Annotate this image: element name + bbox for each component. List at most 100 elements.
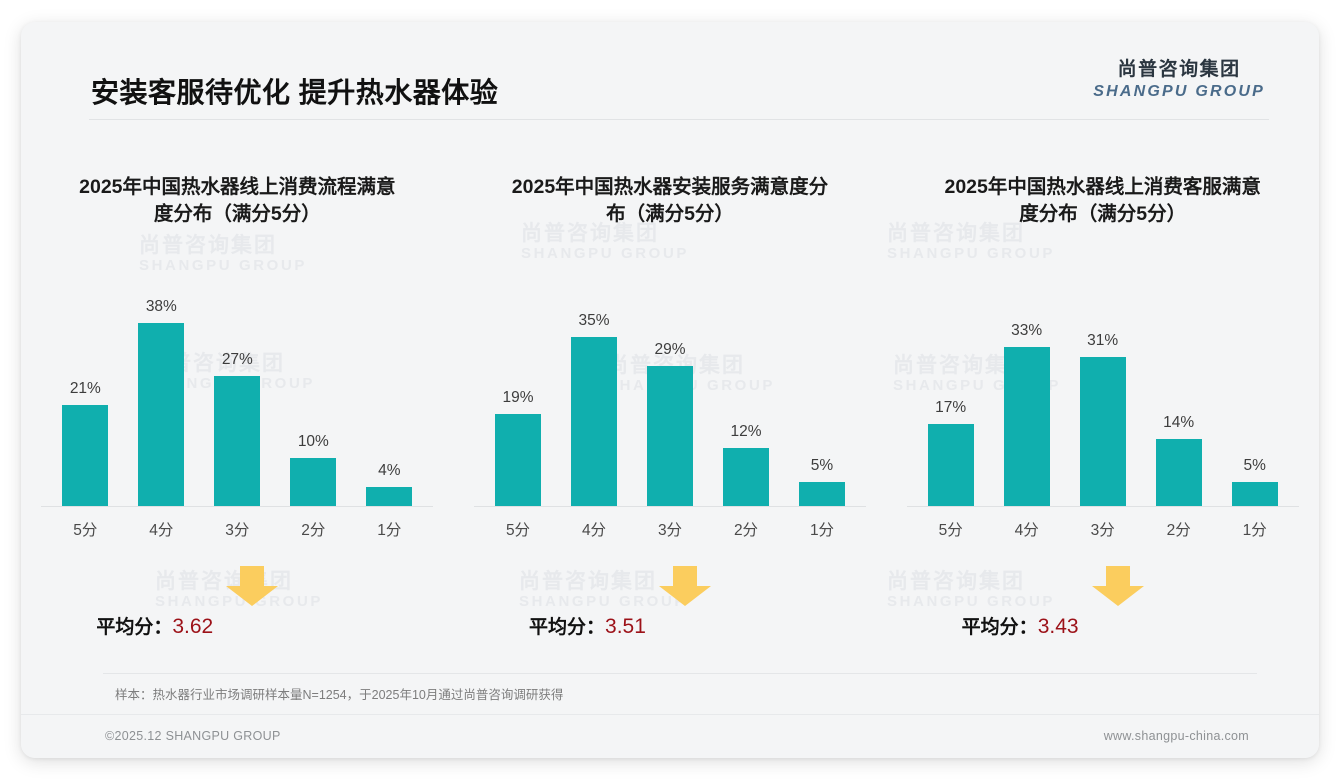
bar[interactable] [571, 337, 617, 506]
header: 安装客服待优化 提升热水器体验 尚普咨询集团 SHANGPU GROUP [21, 22, 1319, 120]
bar[interactable] [366, 486, 413, 506]
bar-group: 19% [480, 294, 556, 506]
chart-panel-1: 2025年中国热水器线上消费流程满意度分布（满分5分） 21% 38% 27% [21, 126, 454, 666]
brand-logo-en: SHANGPU GROUP [1093, 83, 1265, 100]
bar[interactable] [1079, 356, 1126, 506]
bar-value-label: 10% [297, 432, 329, 450]
bar-group: 12% [708, 294, 784, 506]
bar-value-label: 29% [654, 341, 686, 359]
bar-group: 35% [556, 294, 632, 506]
brand-logo: 尚普咨询集团 SHANGPU GROUP [1093, 60, 1265, 100]
bar-chart-plot: 17% 33% 31% 14% [906, 294, 1299, 507]
x-axis-tick: 3分 [225, 522, 250, 539]
bar[interactable] [799, 481, 845, 506]
x-axis-labels: 5分 4分 3分 2分 1分 [913, 518, 1293, 540]
down-arrow-icon [659, 566, 711, 606]
x-axis-tick: 4分 [149, 522, 174, 539]
bar-group: 5% [1217, 294, 1293, 506]
x-axis-line [474, 506, 866, 507]
x-axis-tick: 1分 [1242, 522, 1267, 539]
chart-title: 2025年中国热水器线上消费流程满意度分布（满分5分） [79, 176, 396, 225]
chart-panel-3: 2025年中国热水器线上消费客服满意度分布（满分5分） 17% 33% 31% [886, 126, 1319, 666]
brand-logo-cn: 尚普咨询集团 [1117, 59, 1241, 80]
bar-value-label: 17% [935, 399, 967, 417]
down-arrow-icon [226, 566, 279, 606]
x-axis-line [906, 506, 1299, 507]
bar[interactable] [1003, 347, 1050, 506]
page-title: 安装客服待优化 提升热水器体验 [91, 77, 499, 108]
bar-group: 29% [632, 294, 708, 506]
charts-container: 2025年中国热水器线上消费流程满意度分布（满分5分） 21% 38% 27% [21, 126, 1319, 666]
bar-value-label: 31% [1087, 331, 1119, 349]
bar[interactable] [62, 404, 109, 506]
average-value: 3.43 [1037, 615, 1079, 638]
x-axis-tick: 1分 [809, 522, 835, 539]
bar-group: 38% [123, 294, 199, 506]
footer: ©2025.12 SHANGPU GROUP www.shangpu-china… [21, 715, 1319, 758]
bar-group: 21% [47, 294, 123, 506]
bar[interactable] [647, 366, 693, 506]
chart-title: 2025年中国热水器线上消费客服满意度分布（满分5分） [944, 176, 1261, 225]
average-label: 平均分： [961, 617, 1038, 638]
bar-value-label: 38% [145, 297, 177, 315]
bar[interactable] [723, 448, 769, 506]
bar[interactable] [290, 457, 337, 506]
bar-value-label: 35% [578, 312, 610, 330]
footer-website[interactable]: www.shangpu-china.com [1103, 729, 1249, 743]
bar-group: 27% [199, 294, 275, 506]
bar[interactable] [138, 322, 185, 506]
bar-value-label: 5% [810, 456, 834, 474]
footnote-divider [103, 673, 1257, 674]
bar-group: 10% [275, 294, 351, 506]
header-divider [89, 119, 1269, 120]
bar-value-label: 33% [1011, 322, 1043, 339]
bar-group: 4% [351, 294, 427, 506]
bar-value-label: 27% [221, 350, 253, 368]
bar-group: 5% [784, 294, 860, 506]
bar-value-label: 5% [1243, 456, 1266, 474]
x-axis-line [41, 506, 434, 507]
bar-chart-plot: 21% 38% 27% 10% [41, 294, 434, 507]
chart-panel-2: 2025年中国热水器安装服务满意度分布（满分5分） 19% 35% 29% [454, 126, 887, 666]
x-axis-tick: 5分 [505, 522, 531, 539]
x-axis-tick: 2分 [1166, 522, 1191, 539]
bar[interactable] [1155, 438, 1202, 506]
average-score-text: 平均分：3.51 [529, 612, 646, 639]
x-axis-tick: 1分 [377, 522, 402, 539]
x-axis-tick: 5分 [73, 522, 98, 539]
x-axis-tick: 2分 [733, 522, 759, 539]
x-axis-labels: 5分 4分 3分 2分 1分 [47, 518, 427, 540]
x-axis-tick: 2分 [301, 522, 326, 539]
bar-value-label: 12% [730, 423, 762, 441]
bar-group: 31% [1065, 294, 1141, 506]
bar-group: 14% [1141, 294, 1217, 506]
average-score-text: 平均分：3.43 [962, 612, 1079, 639]
average-value: 3.62 [172, 615, 214, 638]
chart-title: 2025年中国热水器安装服务满意度分布（满分5分） [511, 176, 829, 225]
x-axis-labels: 5分 4分 3分 2分 1分 [480, 518, 860, 540]
bar-value-label: 19% [502, 389, 534, 407]
bar[interactable] [927, 424, 974, 506]
footer-divider [21, 714, 1319, 715]
footnote: 样本：热水器行业市场调研样本量N=1254，于2025年10月通过尚普咨询调研获… [115, 688, 564, 702]
bar-group: 17% [913, 294, 989, 506]
x-axis-tick: 4分 [1014, 522, 1039, 539]
average-score-text: 平均分：3.62 [96, 612, 213, 639]
bar-value-label: 14% [1163, 413, 1195, 431]
bar-value-label: 4% [378, 461, 401, 479]
bar-group: 33% [989, 294, 1065, 506]
footer-copyright: ©2025.12 SHANGPU GROUP [105, 729, 281, 743]
bar-value-label: 21% [69, 379, 101, 397]
x-axis-tick: 3分 [1090, 522, 1115, 539]
down-arrow-icon [1091, 566, 1144, 606]
x-axis-tick: 3分 [657, 522, 683, 539]
average-value: 3.51 [605, 615, 646, 638]
bar[interactable] [1231, 481, 1278, 506]
x-axis-tick: 4分 [581, 522, 607, 539]
average-label: 平均分： [529, 617, 606, 638]
bar[interactable] [495, 414, 541, 506]
bar-chart-plot: 19% 35% 29% 12% [474, 294, 866, 507]
x-axis-tick: 5分 [938, 522, 963, 539]
slide-card: 尚普咨询集团 SHANGPU GROUP 尚普咨询集团 SHANGPU GROU… [21, 22, 1319, 758]
bar[interactable] [214, 375, 261, 506]
